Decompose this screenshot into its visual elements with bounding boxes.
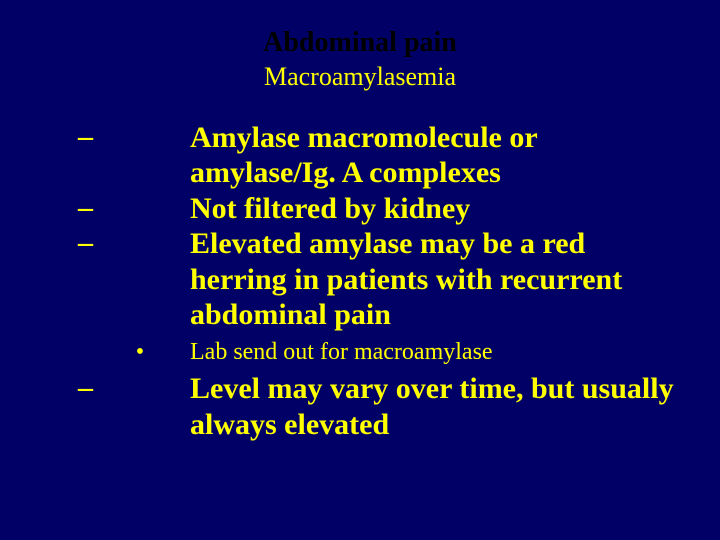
- list-item: – Amylase macromolecule or amylase/Ig. A…: [40, 120, 680, 191]
- slide-title: Abdominal pain: [40, 28, 680, 59]
- dash-marker: –: [40, 226, 190, 261]
- list-item-text: Not filtered by kidney: [190, 191, 680, 226]
- bullet-marker: •: [40, 338, 190, 367]
- title-block: Abdominal pain Macroamylasemia: [40, 28, 680, 92]
- list-item: – Not filtered by kidney: [40, 191, 680, 226]
- dash-marker: –: [40, 191, 190, 226]
- slide: Abdominal pain Macroamylasemia – Amylase…: [0, 0, 720, 540]
- list-item: – Elevated amylase may be a red herring …: [40, 226, 680, 332]
- slide-body: – Amylase macromolecule or amylase/Ig. A…: [40, 120, 680, 442]
- dash-marker: –: [40, 371, 190, 406]
- sub-list-item-text: Lab send out for macroamylase: [190, 338, 680, 367]
- slide-subtitle: Macroamylasemia: [40, 61, 680, 92]
- list-item-text: Elevated amylase may be a red herring in…: [190, 226, 680, 332]
- sub-list-item: • Lab send out for macroamylase: [40, 338, 680, 367]
- list-item-text: Level may vary over time, but usually al…: [190, 371, 680, 442]
- dash-marker: –: [40, 120, 190, 155]
- list-item-text: Amylase macromolecule or amylase/Ig. A c…: [190, 120, 680, 191]
- list-item: – Level may vary over time, but usually …: [40, 371, 680, 442]
